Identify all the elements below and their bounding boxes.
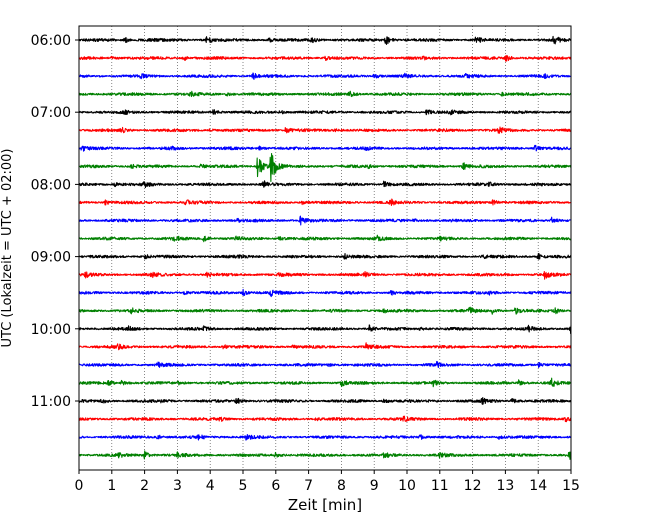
x-tick-label: 3 (173, 478, 182, 494)
trace-0800 (78, 180, 572, 189)
y-tick-label: 08:00 (31, 177, 71, 193)
x-tick-label: 0 (75, 478, 84, 494)
y-axis-ticks: 06:00 07:00 08:00 09:00 10:00 11:00 (31, 33, 79, 410)
trace-0700 (78, 109, 572, 116)
x-tick-label: 9 (370, 478, 379, 494)
trace-1030 (78, 360, 572, 368)
x-tick-label: 8 (337, 478, 346, 494)
trace-0930 (78, 288, 572, 298)
x-tick-label: 11 (431, 478, 449, 494)
trace-0600 (78, 35, 572, 45)
x-tick-label: 15 (562, 478, 580, 494)
trace-0645 (78, 90, 572, 98)
x-tick-label: 12 (464, 478, 482, 494)
y-tick-label: 09:00 (31, 250, 71, 266)
trace-1115 (78, 415, 572, 423)
trace-0745 (78, 153, 572, 182)
y-tick-label: 11:00 (31, 394, 71, 410)
x-axis-label: Zeit [min] (288, 496, 362, 514)
trace-0845 (78, 234, 572, 243)
trace-1015 (78, 342, 572, 351)
trace-1100 (78, 397, 572, 405)
x-tick-label: 4 (206, 478, 215, 494)
trace-0630 (78, 72, 572, 80)
plot-frame (78, 25, 572, 471)
trace-1130 (78, 433, 572, 441)
trace-1145 (78, 450, 572, 460)
x-tick-label: 6 (271, 478, 280, 494)
trace-1000 (78, 324, 572, 335)
x-axis-ticks: 0 1 2 3 4 5 6 7 8 9 10 11 12 13 14 15 (75, 470, 580, 494)
trace-1045 (78, 377, 572, 388)
x-tick-label: 2 (140, 478, 149, 494)
seismogram-traces (78, 35, 572, 460)
x-tick-label: 10 (398, 478, 416, 494)
y-axis-label: UTC (Lokalzeit = UTC + 02:00) (0, 149, 15, 348)
x-tick-label: 1 (107, 478, 116, 494)
trace-0815 (78, 198, 572, 207)
trace-0945 (78, 306, 572, 315)
x-tick-label: 5 (239, 478, 248, 494)
x-tick-label: 14 (529, 478, 547, 494)
trace-0715 (78, 126, 572, 134)
trace-0615 (78, 55, 572, 62)
x-tick-label: 7 (304, 478, 313, 494)
y-tick-label: 06:00 (31, 33, 71, 49)
y-tick-label: 07:00 (31, 105, 71, 121)
trace-0730 (78, 144, 572, 152)
vertical-gridlines (111, 26, 539, 470)
trace-0900 (78, 252, 572, 260)
x-tick-label: 13 (496, 478, 514, 494)
y-tick-label: 10:00 (31, 322, 71, 338)
trace-0915 (78, 270, 572, 280)
trace-0830 (78, 215, 572, 226)
